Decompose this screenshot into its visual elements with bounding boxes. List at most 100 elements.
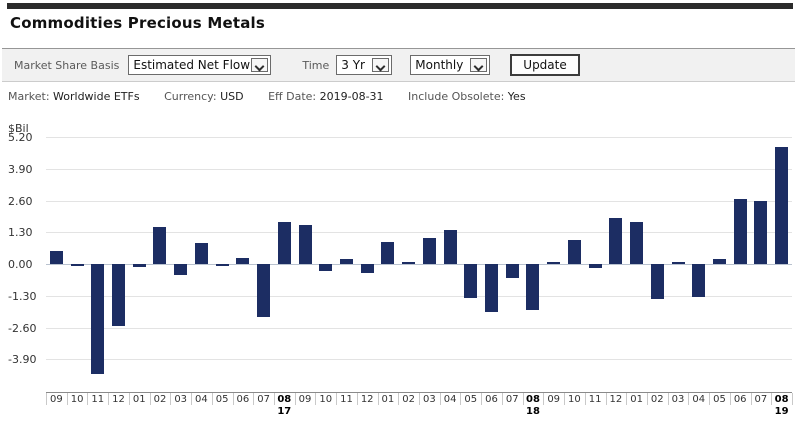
chart-toolbar: Market Share Basis Estimated Net Flow Ti… (2, 48, 795, 82)
x-axis-tick-separator (750, 393, 752, 405)
bar-02 (402, 262, 416, 264)
x-axis-tick-separator (273, 393, 275, 405)
page-title: Commodities Precious Metals (10, 14, 265, 32)
x-axis-tick-separator (771, 393, 773, 405)
bar-01 (381, 242, 395, 264)
y-axis-tick-label: 3.90 (8, 162, 33, 176)
filter-include-obsolete: Include Obsolete: Yes (408, 90, 526, 103)
x-axis-tick-separator (584, 393, 586, 405)
x-axis-tick-separator (87, 393, 89, 405)
x-axis-tick-separator (543, 393, 545, 405)
bar-11 (588, 264, 602, 268)
chevron-down-icon (372, 58, 390, 72)
frequency-selected-value: Monthly (415, 58, 464, 72)
gridline (46, 137, 792, 138)
bar-07 (505, 264, 519, 278)
chevron-down-icon (251, 58, 269, 72)
month-label: 01 (381, 394, 395, 405)
month-label: 12 (360, 394, 374, 405)
month-label: 09 (547, 394, 561, 405)
bar-12 (609, 217, 623, 264)
x-axis-tick-separator (522, 393, 524, 405)
market-share-basis-label: Market Share Basis (14, 58, 120, 72)
filter-currency: Currency: USD (164, 90, 244, 103)
bar-05 (712, 259, 726, 264)
month-label: 05 (215, 394, 229, 405)
filter-summary: Market: Worldwide ETFs Currency: USD Eff… (8, 90, 547, 103)
y-axis-tick-label: 0.00 (8, 258, 33, 271)
month-label: 05 (464, 394, 478, 405)
month-label: 03 (174, 394, 188, 405)
bar-06 (236, 257, 250, 264)
x-axis-tick-separator (336, 393, 338, 405)
filter-eff-date: Eff Date: 2019-08-31 (268, 90, 384, 103)
update-button[interactable]: Update (510, 54, 580, 76)
bar-01 (630, 222, 644, 264)
y-axis-tick-label: -2.60 (8, 321, 37, 335)
month-label: 01 (630, 394, 643, 405)
time-selected-value: 3 Yr (341, 58, 365, 72)
month-label: 07 (754, 394, 768, 405)
x-axis-tick-separator (294, 393, 296, 405)
month-label: 08 (774, 394, 789, 405)
month-label: 01 (132, 394, 146, 405)
bar-10 (567, 239, 581, 264)
month-label: 12 (112, 394, 125, 405)
month-label: 05 (713, 394, 726, 405)
month-label: 04 (443, 394, 457, 405)
month-label: 07 (505, 394, 519, 405)
bar-07 (257, 264, 271, 317)
x-axis-tick-separator (646, 393, 648, 405)
x-axis-tick-separator (398, 393, 400, 405)
bar-08-18 (526, 264, 540, 310)
x-axis-tick-separator (439, 393, 441, 405)
bar-04 (692, 264, 706, 297)
y-axis-tick-label: 2.60 (8, 194, 33, 208)
x-axis-tick-separator (460, 393, 462, 405)
bar-10 (319, 264, 333, 271)
x-axis-tick-separator (253, 393, 255, 405)
x-axis-tick-separator (729, 393, 731, 405)
month-label: 06 (733, 394, 747, 405)
bar-03 (174, 264, 188, 275)
bar-05 (464, 264, 478, 299)
y-axis-tick-label: 5.20 (8, 131, 33, 144)
x-axis-tick-separator (501, 393, 503, 405)
month-label: 12 (609, 394, 623, 405)
chevron-down-icon (470, 58, 488, 72)
month-label: 09 (298, 394, 312, 405)
gridline (46, 168, 792, 170)
bar-11 (91, 264, 105, 374)
month-label: 08 (277, 394, 292, 405)
market-share-basis-select[interactable]: Estimated Net Flow (128, 55, 272, 75)
x-axis-tick-separator (688, 393, 690, 405)
gridline (46, 295, 792, 297)
month-label: 10 (568, 394, 581, 405)
year-label: 19 (774, 406, 789, 417)
bar-03 (422, 237, 436, 264)
y-axis-unit-label: $Bil (8, 122, 29, 135)
x-axis-tick-separator (211, 393, 213, 405)
gridline (46, 264, 792, 265)
x-axis-tick-separator (481, 393, 483, 405)
month-label: 06 (485, 394, 498, 405)
gridline (46, 327, 792, 329)
filter-market: Market: Worldwide ETFs (8, 90, 140, 103)
bar-04 (194, 243, 208, 264)
month-label: 09 (49, 394, 63, 405)
bar-09 (298, 224, 312, 264)
month-label: 10 (319, 394, 333, 405)
bar-02 (650, 264, 664, 300)
month-label: 06 (236, 394, 250, 405)
bar-12 (112, 264, 126, 327)
frequency-select[interactable]: Monthly (410, 55, 491, 75)
month-label: 11 (91, 394, 105, 405)
x-axis-tick-separator (128, 393, 130, 405)
bar-09 (547, 261, 561, 264)
x-axis-tick-separator (667, 393, 669, 405)
x-axis-tick-separator (149, 393, 151, 405)
bar-05 (215, 264, 229, 267)
bar-07 (754, 200, 768, 264)
time-select[interactable]: 3 Yr (336, 55, 393, 75)
